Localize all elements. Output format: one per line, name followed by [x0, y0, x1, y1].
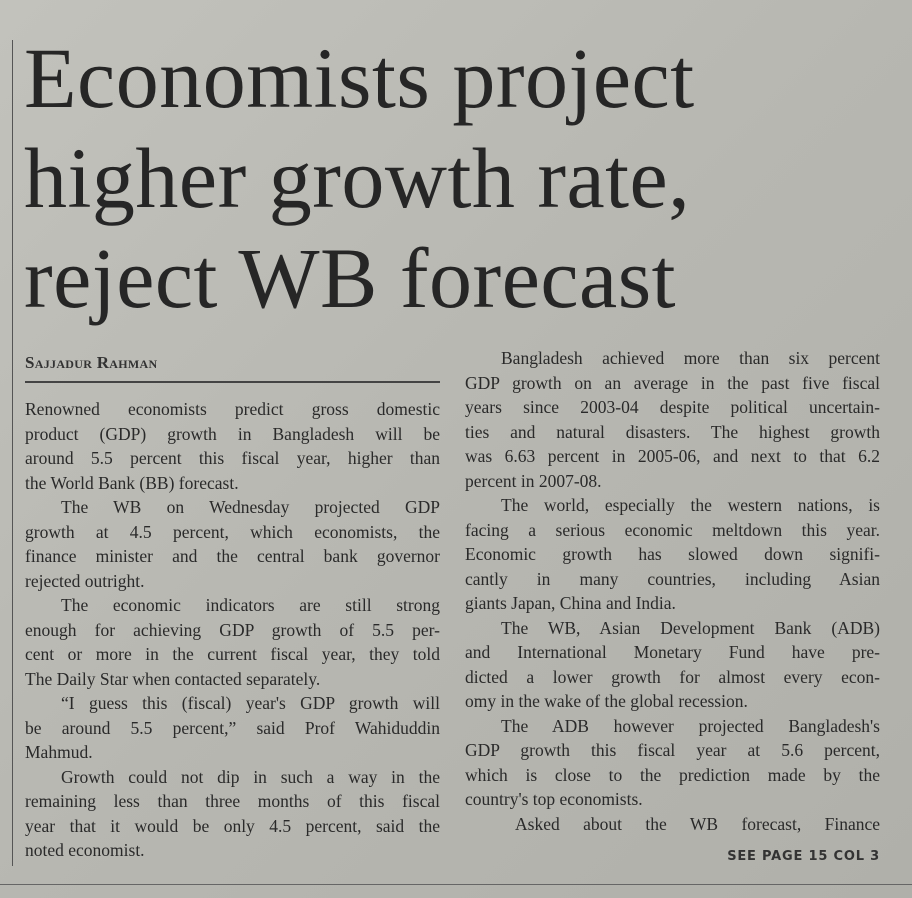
text-line: cent or more in the current fiscal year,…: [25, 644, 440, 664]
text-line: dicted a lower growth for almost every e…: [465, 666, 880, 687]
paragraph: Bangladesh achieved more than six percen…: [465, 346, 880, 493]
text-line: enough for achieving GDP growth of 5.5 p…: [25, 619, 440, 640]
paragraph: The WB, Asian Development Bank (ADB) and …: [465, 616, 880, 714]
paragraph: Renowned economists predict gross domest…: [25, 397, 440, 495]
text-line: and International Monetary Fund have pre…: [465, 642, 880, 662]
paragraph: Growth could not dip in such a way in th…: [25, 765, 440, 863]
text-line: Asked about the WB forecast, Finance: [515, 813, 880, 834]
text-line: facing a serious economic meltdown this …: [465, 519, 880, 540]
byline-rule: [25, 381, 440, 383]
paragraph: The world, especially the western nation…: [465, 493, 880, 616]
text-line: GDP growth on an average in the past fiv…: [465, 372, 880, 393]
text-line: percent in 2007-08.: [465, 470, 602, 491]
text-line: finance minister and the central bank go…: [25, 546, 440, 566]
text-line: The economic indicators are still strong: [61, 595, 440, 615]
article-column-1: Renowned economists predict gross domest…: [25, 397, 440, 863]
text-line: remaining less than three months of this…: [25, 791, 440, 811]
paragraph: The ADB however projected Bangladesh's GD…: [465, 714, 880, 812]
text-line: the World Bank (BB) forecast.: [25, 472, 239, 493]
text-line: The WB on Wednesday projected GDP: [61, 497, 440, 517]
continued-on-page: SEE PAGE 15 COL 3: [727, 849, 880, 864]
bottom-rule: [0, 884, 912, 885]
text-line: ties and natural disasters. The highest …: [465, 421, 880, 442]
paragraph: The WB on Wednesday projected GDP growth …: [25, 495, 440, 593]
text-line: Bangladesh achieved more than six percen…: [501, 348, 880, 368]
text-line: Renowned economists predict gross domest…: [25, 399, 440, 419]
text-line: year that it would be only 4.5 percent, …: [25, 815, 440, 836]
text-line: years since 2003-04 despite political un…: [465, 397, 880, 417]
text-line: The WB, Asian Development Bank (ADB): [501, 617, 880, 638]
column-rule: [12, 40, 13, 866]
paragraph: “I guess this (fiscal) year's GDP growth…: [25, 691, 440, 765]
text-line: country's top economists.: [465, 789, 643, 809]
text-line: noted economist.: [25, 840, 145, 860]
text-line: product (GDP) growth in Bangladesh will …: [25, 423, 440, 444]
headline-line: reject WB forecast: [24, 230, 677, 326]
text-line: The ADB however projected Bangladesh's: [501, 715, 880, 736]
paragraph: Asked about the WB forecast, Finance: [465, 812, 880, 837]
text-line: GDP growth this fiscal year at 5.6 perce…: [465, 740, 880, 760]
headline-line: higher growth rate,: [24, 130, 691, 226]
text-line: cantly in many countries, including Asia…: [465, 568, 880, 589]
text-line: Growth could not dip in such a way in th…: [61, 766, 440, 787]
headline-line: Economists project: [24, 30, 695, 126]
text-line: Mahmud.: [25, 742, 93, 762]
byline: Sajjadur Rahman: [25, 353, 158, 372]
paragraph: The economic indicators are still strong…: [25, 593, 440, 691]
text-line: around 5.5 percent this fiscal year, hig…: [25, 448, 440, 468]
text-line: Economic growth has slowed down signifi-: [465, 544, 880, 564]
text-line: “I guess this (fiscal) year's GDP growth…: [61, 693, 440, 713]
text-line: The Daily Star when contacted separately…: [25, 668, 321, 689]
text-line: be around 5.5 percent,” said Prof Wahidu…: [25, 717, 440, 738]
text-line: omy in the wake of the global recession.: [465, 691, 748, 711]
text-line: which is close to the prediction made by…: [465, 764, 880, 785]
text-line: rejected outright.: [25, 570, 145, 591]
article-column-2: Bangladesh achieved more than six percen…: [465, 346, 880, 836]
text-line: giants Japan, China and India.: [465, 593, 676, 613]
headline: Economists project higher growth rate, r…: [24, 28, 904, 328]
text-line: was 6.63 percent in 2005-06, and next to…: [465, 446, 880, 466]
text-line: The world, especially the western nation…: [501, 495, 880, 515]
text-line: growth at 4.5 percent, which economists,…: [25, 521, 440, 542]
